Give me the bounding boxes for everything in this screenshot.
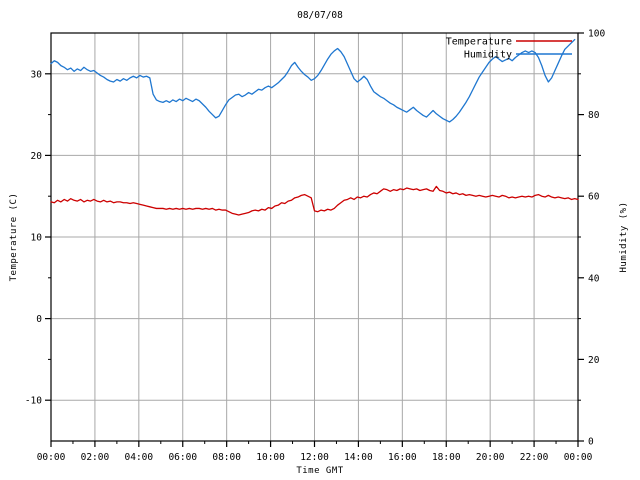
ytick-label-right: 100 [588, 29, 605, 40]
xtick-label: 08:00 [212, 452, 241, 463]
plot-frame [50, 32, 579, 442]
ytick-label-right: 80 [588, 110, 600, 121]
xtick-label: 00:00 [37, 452, 66, 463]
ytick-label-left: 0 [36, 314, 42, 325]
xtick-label: 00:00 [564, 452, 593, 463]
xtick-label: 20:00 [476, 452, 505, 463]
series-line-temperature [50, 185, 579, 216]
xtick-label: 12:00 [300, 452, 329, 463]
ytick-label-left: 30 [31, 69, 43, 80]
chart-title: 08/07/08 [297, 10, 343, 21]
ytick-label-right: 60 [588, 192, 600, 203]
x-axis-title: Time GMT [296, 466, 343, 476]
xtick-label: 06:00 [168, 452, 197, 463]
data-series [50, 38, 579, 216]
xtick-label: 14:00 [344, 452, 373, 463]
y-axis-title-left: Temperature (C) [9, 193, 19, 282]
ytick-label-left: 20 [31, 151, 43, 162]
xtick-label: 10:00 [256, 452, 285, 463]
xtick-label: 16:00 [388, 452, 417, 463]
ytick-label-left: 10 [31, 233, 43, 244]
xtick-label: 18:00 [432, 452, 461, 463]
ytick-label-right: 40 [588, 273, 600, 284]
xtick-label: 04:00 [125, 452, 154, 463]
xtick-label: 22:00 [520, 452, 549, 463]
xtick-label: 02:00 [81, 452, 110, 463]
chart-legend[interactable]: Temperature Humidity [446, 37, 572, 61]
ytick-label-right: 20 [588, 355, 600, 366]
ytick-label-right: 0 [588, 437, 594, 448]
axis-labels: 00:00 02:00 04:00 06:00 08:00 10:00 12:00 14:00… [9, 29, 629, 477]
legend-label-humidity: Humidity [464, 50, 512, 61]
ytick-label-left: -10 [25, 396, 42, 407]
legend-label-temperature: Temperature [446, 37, 512, 48]
series-line-humidity [50, 38, 576, 123]
y-axis-title-right: Humidity (%) [619, 201, 629, 272]
